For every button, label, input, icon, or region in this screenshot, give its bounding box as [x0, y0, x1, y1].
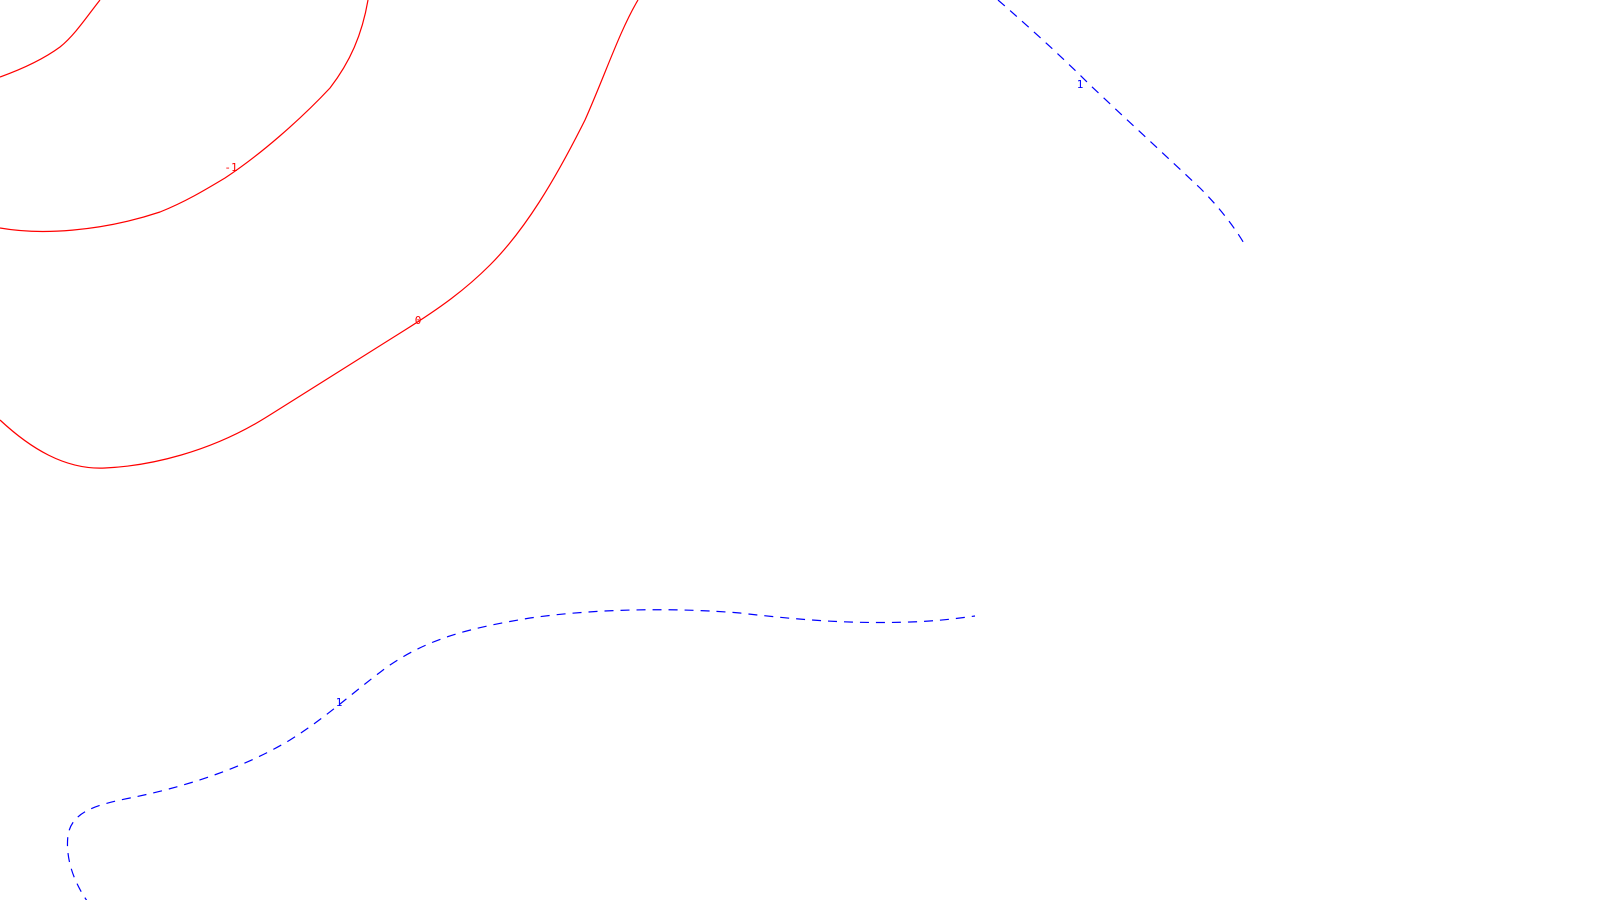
- contour-label-pos-1-lower: 1: [336, 696, 343, 709]
- contour-line-pos-1-lower: [66, 609, 976, 900]
- contour-line-pos-1-upper: [997, 0, 1246, 246]
- contour-line-neg-small: [0, 0, 101, 78]
- contour-label-neg-1: -1: [224, 161, 237, 174]
- contour-line-zero: [0, 0, 639, 469]
- contour-line-neg-1: [0, 0, 369, 233]
- contour-label-zero: 0: [415, 314, 422, 327]
- contour-label-pos-1-upper: 1: [1077, 78, 1084, 91]
